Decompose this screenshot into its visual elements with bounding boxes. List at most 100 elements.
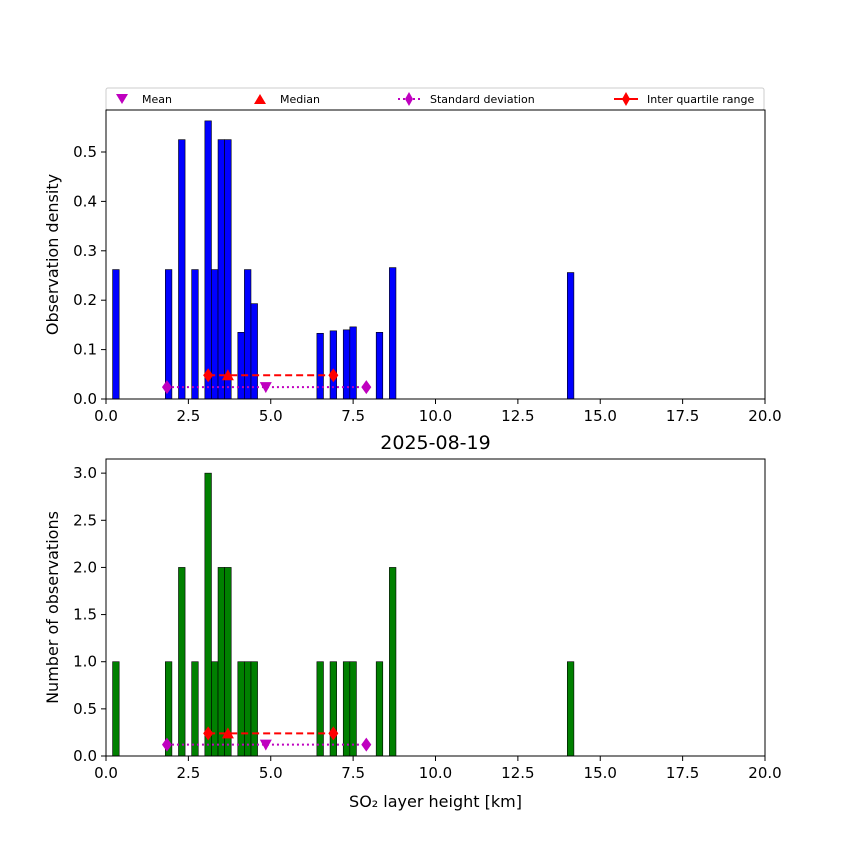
bottom-median-marker: [221, 727, 234, 739]
top-ytick-label-2: 0.2: [73, 291, 97, 309]
legend-median-label: Median: [280, 93, 320, 106]
bottom-bar-8: [237, 661, 245, 757]
bottom-iqr-low-marker: [203, 726, 214, 741]
top-bar-9: [244, 269, 252, 400]
bottom-bar-0: [112, 661, 120, 757]
top-x-axis: 0.0 2.5 5.0 7.5 10.0 12.5 15.0 17.5 20.0: [94, 399, 782, 425]
top-median-marker: [221, 369, 234, 381]
top-ytick-label-5: 0.5: [73, 143, 97, 161]
legend-std-marker-icon: [405, 92, 413, 106]
top-bar-4: [204, 120, 212, 400]
top-bar-7: [224, 139, 232, 400]
bottom-stats: [161, 726, 372, 752]
top-bar-14: [349, 326, 357, 400]
top-bar-6: [217, 139, 225, 400]
bottom-xtick-label-1: 2.5: [176, 764, 200, 782]
top-xtick-label-8: 20.0: [748, 407, 781, 425]
top-bar-12: [329, 330, 337, 400]
top-iqr-high-marker: [328, 368, 339, 383]
legend-iqr: Inter quartile range: [614, 92, 754, 106]
top-mean-marker: [259, 382, 272, 394]
top-bar-8: [237, 332, 245, 400]
legend-std-label: Standard deviation: [430, 93, 535, 106]
top-bar-17: [566, 272, 575, 400]
bottom-plot-frame: [105, 458, 766, 757]
bottom-xtick-label-6: 15.0: [584, 764, 617, 782]
bottom-bar-12: [329, 661, 337, 757]
top-y-label: Observation density: [43, 174, 62, 335]
legend: Mean Median Standard deviation Inter qua…: [105, 87, 765, 111]
top-bar-3: [191, 269, 199, 400]
top-iqr-low-marker: [203, 368, 214, 383]
bottom-xtick-label-8: 20.0: [748, 764, 781, 782]
bottom-x-label: SO₂ layer height [km]: [349, 792, 522, 811]
bottom-y-label: Number of observations: [43, 511, 62, 704]
bottom-xtick-label-4: 10.0: [419, 764, 452, 782]
top-bar-1: [165, 269, 173, 400]
bottom-ytick-label-2: 1.0: [73, 653, 97, 671]
legend-std: Standard deviation: [398, 92, 535, 106]
top-ytick-label-1: 0.1: [73, 341, 97, 359]
bottom-std-high-marker: [361, 737, 372, 752]
top-bar-10: [250, 303, 258, 400]
bottom-xtick-label-7: 17.5: [666, 764, 699, 782]
bottom-bar-17: [566, 661, 575, 757]
legend-median: Median: [254, 93, 320, 106]
top-bar-0: [112, 269, 120, 400]
bottom-ytick-label-1: 0.5: [73, 700, 97, 718]
top-bar-11: [316, 332, 324, 400]
top-stats: [161, 368, 372, 395]
top-bar-2: [178, 139, 186, 400]
bottom-title: 2025-08-19: [380, 432, 490, 454]
bottom-ytick-label-6: 3.0: [73, 464, 97, 482]
legend-median-marker-icon: [254, 94, 266, 104]
top-xtick-label-3: 7.5: [341, 407, 365, 425]
bottom-bars: [112, 472, 575, 757]
legend-mean: Mean: [116, 93, 172, 106]
bottom-iqr-high-marker: [328, 726, 339, 741]
top-xtick-label-5: 12.5: [501, 407, 534, 425]
bottom-ytick-label-0: 0.0: [73, 747, 97, 765]
bottom-bar-3: [191, 661, 199, 757]
bottom-y-axis: 0.0 0.5 1.0 1.5 2.0 2.5 3.0: [73, 464, 106, 765]
bottom-bar-4: [204, 472, 212, 757]
bottom-xtick-label-2: 5.0: [259, 764, 283, 782]
bottom-bar-15: [375, 661, 384, 757]
top-ytick-label-0: 0.0: [73, 390, 97, 408]
legend-iqr-label: Inter quartile range: [647, 93, 754, 106]
top-xtick-label-4: 10.0: [419, 407, 452, 425]
bottom-bar-10: [250, 661, 258, 757]
top-bars: [112, 120, 575, 400]
top-plot-frame: [105, 109, 766, 400]
bottom-ytick-label-3: 1.5: [73, 606, 97, 624]
bottom-bar-11: [316, 661, 324, 757]
bottom-bar-2: [178, 567, 186, 757]
bottom-bar-9: [244, 661, 252, 757]
bottom-bar-6: [217, 567, 225, 757]
bottom-x-axis: 0.0 2.5 5.0 7.5 10.0 12.5 15.0 17.5 20.0: [94, 756, 782, 782]
top-bar-13: [342, 329, 351, 400]
bottom-ytick-label-4: 2.0: [73, 558, 97, 576]
bottom-bar-16: [389, 567, 397, 757]
bottom-mean-marker: [259, 739, 272, 751]
bottom-bar-5: [211, 661, 219, 757]
bottom-bar-13: [342, 661, 351, 757]
legend-iqr-marker-icon: [622, 92, 630, 106]
bottom-bar-14: [349, 661, 357, 757]
bottom-xtick-label-0: 0.0: [94, 764, 118, 782]
top-y-axis: 0.0 0.1 0.2 0.3 0.4 0.5: [73, 143, 106, 408]
top-bar-5: [211, 269, 219, 400]
bottom-ytick-label-5: 2.5: [73, 511, 97, 529]
top-bar-15: [375, 332, 384, 400]
top-chart-panel: 0.0 2.5 5.0 7.5 10.0 12.5 15.0 17.5 20.0 0.00.10…: [43, 109, 782, 425]
top-xtick-label-0: 0.0: [94, 407, 118, 425]
legend-mean-label: Mean: [142, 93, 172, 106]
bottom-xtick-label-3: 7.5: [341, 764, 365, 782]
bottom-chart-panel: 2025-08-19 0.0 2.5 5.0 7.5 10.0 12.5 15.0 17.5 2…: [43, 432, 782, 811]
top-xtick-label-7: 17.5: [666, 407, 699, 425]
top-ytick-label-4: 0.4: [73, 192, 97, 210]
bottom-std-low-marker: [161, 737, 172, 752]
top-std-low-marker: [161, 380, 172, 395]
top-xtick-label-6: 15.0: [584, 407, 617, 425]
